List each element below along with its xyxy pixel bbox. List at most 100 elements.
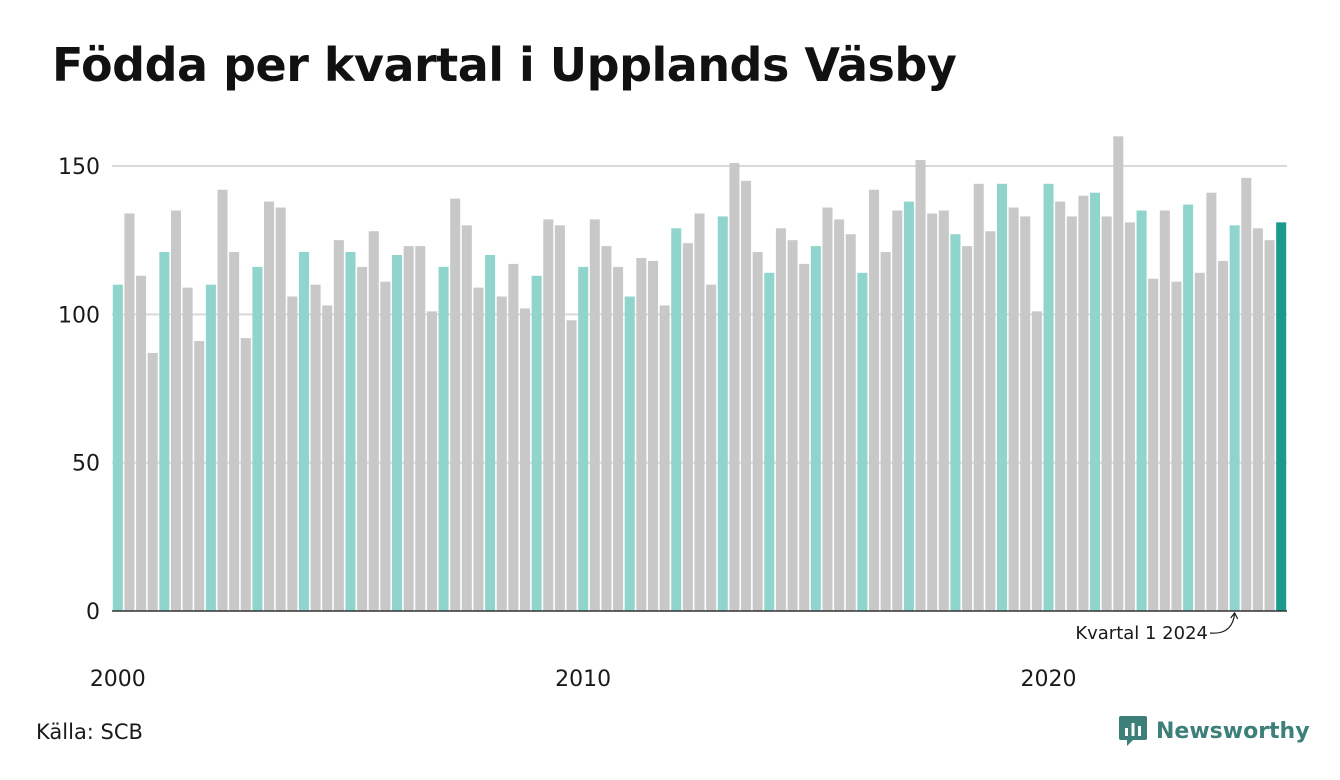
bar [694, 213, 705, 611]
bar [775, 228, 786, 612]
y-tick-label: 0 [86, 600, 100, 625]
bar [1124, 222, 1135, 611]
bar [1043, 183, 1054, 612]
bar [1090, 192, 1101, 611]
brand-name: Newsworthy [1156, 718, 1310, 744]
bar [159, 252, 170, 612]
annotation-label: Kvartal 1 2024 [1075, 623, 1208, 644]
bar [1252, 228, 1263, 612]
bar [1136, 210, 1147, 611]
bar [787, 240, 798, 611]
bar [345, 252, 356, 612]
bar [962, 246, 973, 611]
bar [950, 234, 961, 611]
bar [717, 216, 728, 611]
y-tick-label: 150 [58, 155, 100, 180]
bar [368, 231, 379, 611]
bar [566, 320, 577, 611]
bar [112, 284, 123, 611]
annotation-arrow [1209, 612, 1236, 634]
bar [1008, 207, 1019, 612]
bar [613, 266, 624, 611]
bar [403, 246, 414, 611]
bar [124, 213, 135, 611]
bar [845, 234, 856, 611]
bar [915, 160, 926, 612]
bar [310, 284, 321, 611]
bar [1264, 240, 1275, 611]
bar [543, 219, 554, 611]
bar [857, 272, 868, 611]
bar [1113, 136, 1124, 612]
bar [287, 296, 298, 611]
bar [1078, 195, 1089, 611]
bar [275, 207, 286, 612]
bar [996, 183, 1007, 612]
bar [496, 296, 507, 611]
bar [601, 246, 612, 611]
bar [1101, 216, 1112, 611]
bar [764, 272, 775, 611]
bar [1066, 216, 1077, 611]
bar [834, 219, 845, 611]
bar [1194, 272, 1205, 611]
bar [1171, 281, 1182, 611]
bar [1241, 177, 1252, 611]
bar [810, 246, 821, 611]
bar [636, 257, 647, 611]
bar [531, 275, 542, 611]
bar [438, 266, 449, 611]
bar [205, 284, 216, 611]
bar [1020, 216, 1031, 611]
bar [706, 284, 717, 611]
bar [1055, 201, 1066, 611]
bar [880, 252, 891, 612]
bar [170, 210, 182, 611]
bar [217, 189, 228, 611]
bar [927, 213, 938, 611]
bar [752, 252, 763, 612]
newsworthy-logo-icon [1119, 716, 1147, 746]
bar [426, 311, 437, 611]
source-note: Källa: SCB [36, 720, 143, 744]
chart-title: Födda per kvartal i Upplands Väsby [52, 38, 957, 92]
bar [973, 183, 984, 612]
bar [799, 263, 810, 611]
y-tick-label: 100 [58, 303, 100, 328]
bar [322, 305, 333, 611]
bar [659, 305, 670, 611]
bar [1217, 260, 1229, 611]
bar [415, 246, 426, 611]
bar [985, 231, 996, 611]
bar [333, 240, 344, 611]
bar [903, 201, 914, 611]
bar [450, 198, 461, 611]
bar [1183, 204, 1194, 612]
annotation-arrowhead [1230, 611, 1239, 620]
brand: Newsworthy [1118, 714, 1310, 748]
bar [589, 219, 600, 611]
bar [136, 275, 147, 611]
bar [357, 266, 368, 611]
bar [624, 296, 635, 611]
bar [822, 207, 833, 612]
bar [682, 243, 693, 611]
bar [461, 225, 472, 612]
bar [741, 180, 752, 612]
bar [380, 281, 391, 611]
x-tick-label: 2020 [1021, 667, 1077, 692]
bar [519, 308, 531, 611]
y-tick-label: 50 [72, 452, 100, 477]
bar [1159, 210, 1170, 611]
bar [392, 255, 403, 611]
bar [508, 263, 519, 611]
bar [252, 266, 263, 611]
bar [182, 287, 193, 611]
x-tick-label: 2000 [90, 667, 146, 692]
bar [1206, 192, 1217, 611]
bar [554, 225, 565, 612]
bar [868, 189, 880, 611]
bar [938, 210, 949, 611]
bar [1229, 225, 1240, 612]
